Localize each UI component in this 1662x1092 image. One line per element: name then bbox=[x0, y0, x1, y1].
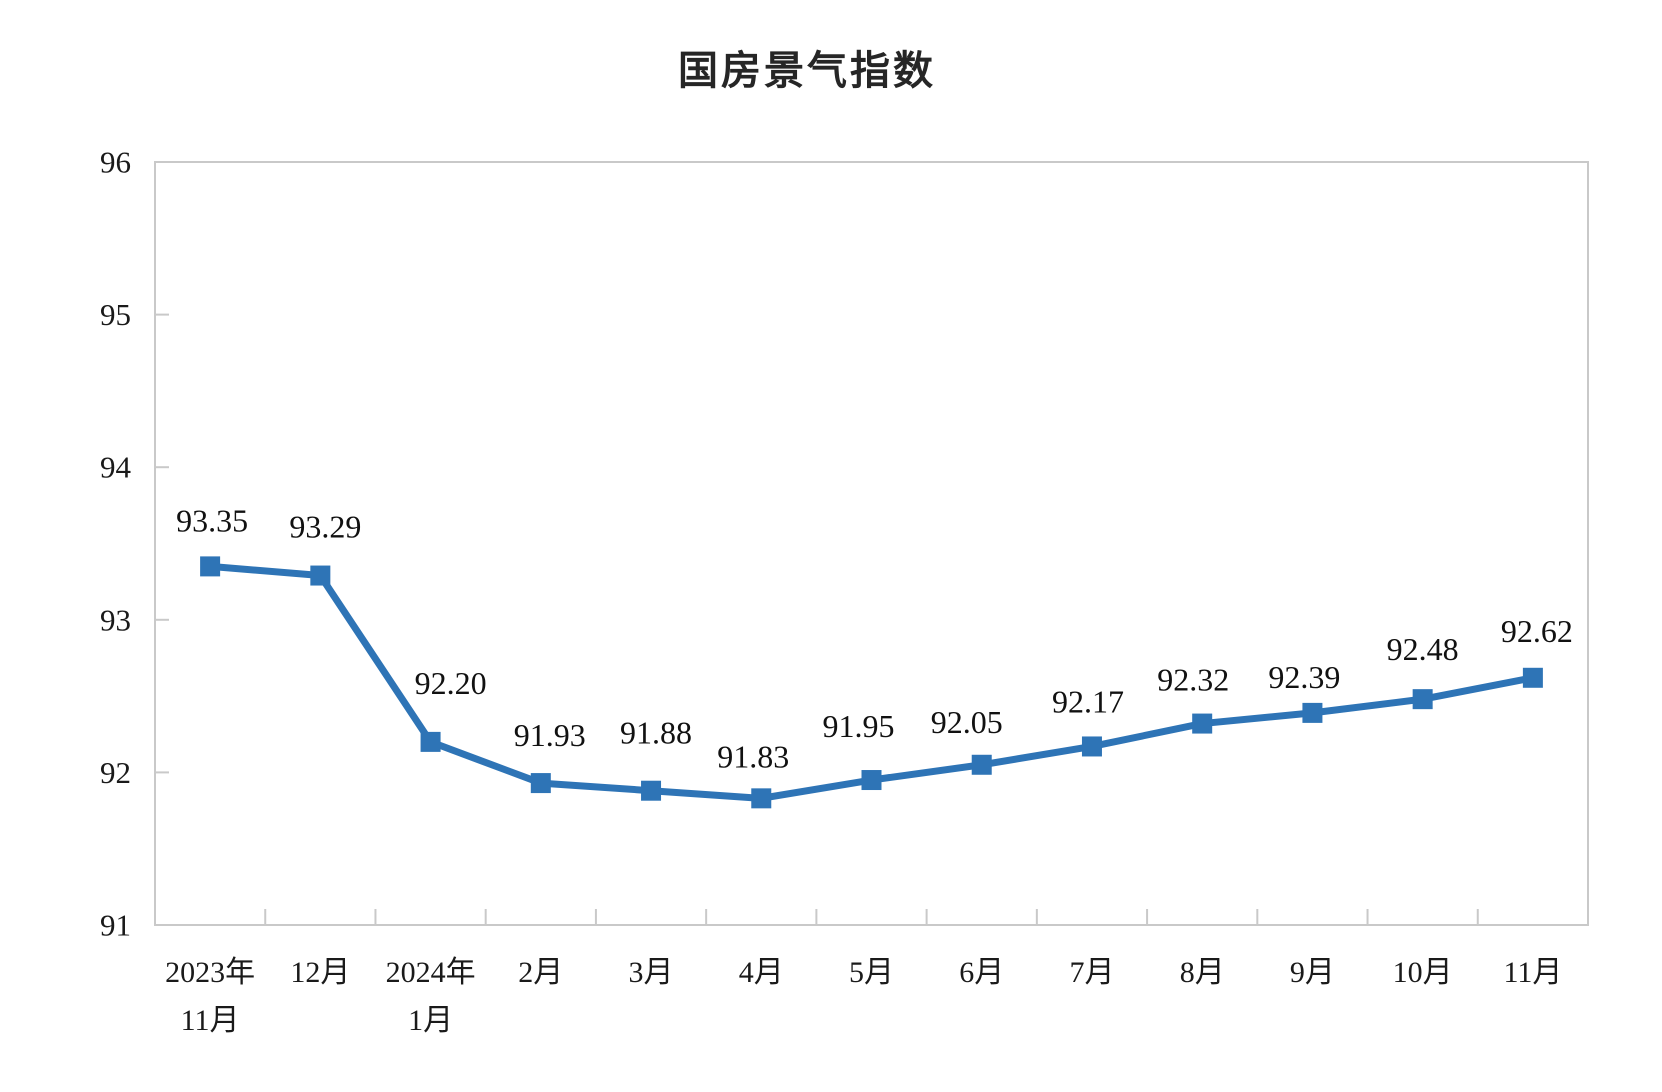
data-point-marker bbox=[971, 754, 992, 775]
data-point-marker bbox=[310, 565, 331, 586]
x-tick-label: 5月 bbox=[849, 956, 894, 989]
y-tick-label: 96 bbox=[100, 145, 131, 180]
x-tick-label: 4月 bbox=[739, 956, 784, 989]
data-point-label: 93.29 bbox=[289, 509, 361, 545]
data-point-label: 92.05 bbox=[931, 704, 1003, 740]
plot-area-border bbox=[154, 161, 1589, 926]
data-point-marker bbox=[420, 731, 441, 752]
x-tick-label: 2024年 bbox=[386, 956, 476, 989]
data-point-label: 92.48 bbox=[1387, 631, 1459, 667]
data-point-marker bbox=[200, 556, 221, 577]
y-tick-label: 91 bbox=[100, 908, 131, 943]
data-point-label: 92.39 bbox=[1268, 659, 1340, 695]
y-tick-label: 93 bbox=[100, 602, 131, 637]
data-point-label: 91.83 bbox=[717, 738, 789, 774]
data-point-marker bbox=[1081, 736, 1102, 757]
x-tick-label: 2月 bbox=[518, 956, 563, 989]
x-tick-label: 1月 bbox=[408, 1004, 453, 1037]
data-point-label: 92.20 bbox=[415, 665, 487, 701]
data-point-marker bbox=[641, 780, 662, 801]
x-tick-label: 11月 bbox=[181, 1004, 240, 1037]
x-tick-label: 6月 bbox=[959, 956, 1004, 989]
x-tick-label: 11月 bbox=[1503, 956, 1562, 989]
x-tick-label: 10月 bbox=[1393, 956, 1453, 989]
x-tick-label: 7月 bbox=[1069, 956, 1114, 989]
x-tick-label: 9月 bbox=[1290, 956, 1335, 989]
data-point-marker bbox=[1522, 667, 1543, 688]
data-point-marker bbox=[1302, 702, 1323, 723]
x-tick-label: 8月 bbox=[1180, 956, 1225, 989]
y-tick-label: 95 bbox=[100, 297, 131, 332]
x-tick-label: 3月 bbox=[629, 956, 674, 989]
data-point-label: 93.35 bbox=[176, 502, 248, 538]
data-point-marker bbox=[861, 770, 882, 791]
data-point-marker bbox=[530, 773, 551, 794]
data-point-label: 91.88 bbox=[620, 715, 692, 751]
data-point-marker bbox=[751, 788, 772, 809]
data-point-label: 91.93 bbox=[514, 717, 586, 753]
data-point-marker bbox=[1192, 713, 1213, 734]
x-tick-label: 12月 bbox=[290, 956, 350, 989]
data-point-label: 91.95 bbox=[823, 708, 895, 744]
x-tick-label: 2023年 bbox=[165, 956, 255, 989]
y-tick-label: 94 bbox=[100, 450, 132, 485]
y-tick-label: 92 bbox=[100, 755, 131, 790]
data-point-label: 92.17 bbox=[1052, 683, 1124, 719]
data-point-label: 92.62 bbox=[1501, 613, 1573, 649]
chart-title: 国房景气指数 bbox=[678, 49, 936, 93]
data-point-marker bbox=[1412, 689, 1433, 710]
data-point-label: 92.32 bbox=[1157, 662, 1229, 698]
